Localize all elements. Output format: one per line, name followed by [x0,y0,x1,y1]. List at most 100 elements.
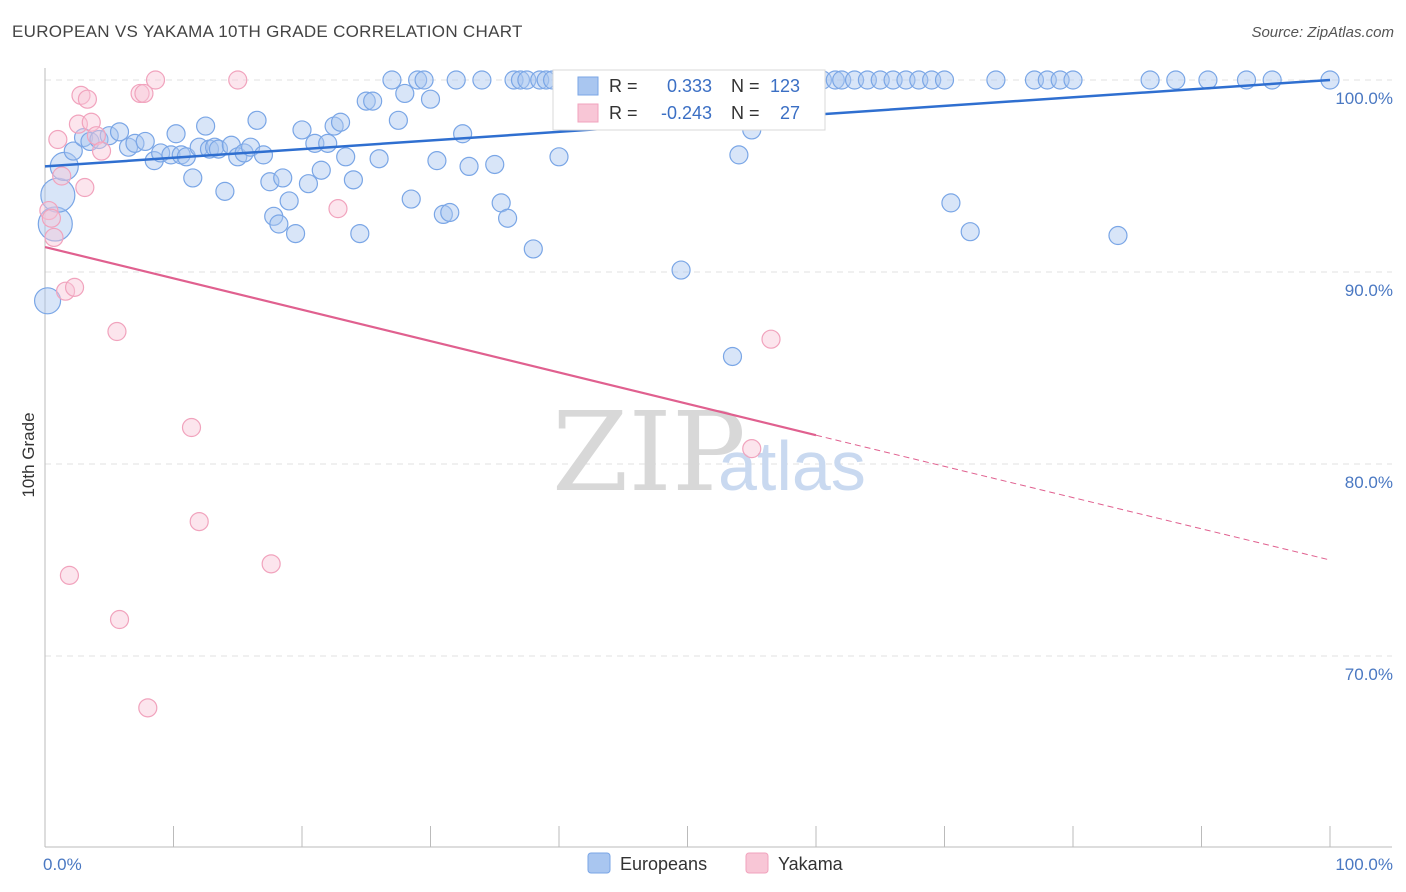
data-point [135,131,155,152]
x-tick-label: 0.0% [43,855,82,874]
data-point [408,70,428,90]
data-point [729,145,749,165]
data-point [41,208,62,228]
data-point [369,149,389,169]
y-tick-label: 70.0% [1345,665,1393,684]
data-point [328,199,348,219]
data-point [1063,70,1083,90]
y-tick-label: 80.0% [1345,473,1393,492]
data-point [166,124,186,144]
data-point [75,177,95,198]
data-point [52,166,72,186]
data-point [260,172,280,192]
yakama-trend-extension [815,434,1331,561]
data-point [215,181,235,201]
data-point [183,168,203,188]
data-point [523,239,543,259]
data-point [941,193,961,213]
data-point [64,277,85,297]
data-point [318,133,338,153]
data-point [1198,70,1218,90]
data-point [134,83,154,104]
data-point [414,70,434,90]
data-point [311,160,331,180]
data-point [247,110,267,130]
data-point [986,70,1006,90]
data-point [269,214,289,234]
data-point [742,439,762,459]
y-tick-labels: 100.0% 90.0% 80.0% 70.0% [1335,89,1393,684]
data-point [228,70,248,90]
yakama-points [39,70,781,718]
stats-pink-r-label: R = [609,103,638,123]
data-point [253,145,274,165]
data-point [39,200,59,221]
legend-europeans-label: Europeans [620,854,707,874]
data-point [356,91,376,111]
data-point [33,287,62,315]
watermark-zip: ZIP [552,388,746,516]
yakama-trend-line [44,245,817,437]
data-point [1108,225,1128,246]
data-point [1140,70,1160,90]
stats-pink-n-value: 27 [780,103,800,123]
data-point [59,565,80,585]
stats-blue-r-value: 0.333 [667,76,712,96]
legend-yakama-label: Yakama [778,854,844,874]
data-point [395,83,415,104]
data-point [298,174,319,194]
data-point [420,89,441,109]
legend-yakama-swatch [745,852,769,874]
data-point [343,170,363,190]
data-point [261,554,281,574]
data-point [138,698,158,718]
data-point [330,112,351,132]
data-point [1262,70,1282,90]
data-point [472,70,492,90]
data-point [549,147,569,167]
data-point [196,116,216,136]
data-point [459,156,479,176]
stats-blue-r-label: R = [609,76,638,96]
legend-europeans-swatch [587,852,611,874]
stats-blue-n-value: 123 [770,76,800,96]
data-point [292,120,312,140]
data-point [485,154,505,175]
data-point [440,202,460,223]
data-point [722,346,743,367]
stats-box: R = 0.333 N = 123 R = -0.243 N = 27 [552,69,826,131]
data-point [363,91,383,111]
watermark-atlas: atlas [718,427,866,505]
axes [44,68,1392,848]
data-point [181,417,202,438]
data-point [761,329,781,349]
data-point [145,70,166,90]
y-axis-label: 10th Grade [19,412,38,497]
stats-pink-r-value: -0.243 [661,103,712,123]
data-point [109,122,130,142]
data-point [336,147,356,167]
data-point [350,224,370,244]
source-credit: Source: ZipAtlas.com [1251,24,1394,41]
data-point [671,260,691,280]
data-point [44,227,64,248]
data-point [107,321,127,342]
data-point [279,191,299,211]
data-point [285,224,306,244]
data-point [91,141,112,161]
data-point [189,511,209,532]
data-point [446,70,466,90]
chart-title: EUROPEAN VS YAKAMA 10TH GRADE CORRELATIO… [12,22,523,41]
stats-pink-n-label: N = [731,103,760,123]
y-tick-label: 100.0% [1335,89,1393,108]
stats-blue-swatch [577,76,599,96]
data-point [388,110,408,130]
data-point [453,124,473,144]
stats-pink-swatch [577,103,599,123]
data-point [63,141,83,161]
legend: Europeans Yakama [587,852,844,874]
x-tick-labels: 0.0% 100.0% [43,855,1393,874]
data-point [498,208,518,228]
gridlines [45,79,1392,657]
